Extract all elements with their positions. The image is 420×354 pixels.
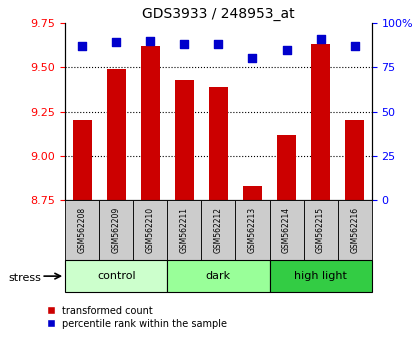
Text: stress: stress: [8, 273, 41, 283]
Bar: [277, 135, 296, 200]
Bar: [133, 200, 167, 260]
Text: GSM562211: GSM562211: [180, 207, 189, 253]
Bar: [345, 120, 364, 200]
Bar: [270, 260, 372, 292]
Point: [283, 47, 290, 52]
Bar: [65, 260, 167, 292]
Bar: [73, 120, 92, 200]
Bar: [167, 200, 201, 260]
Text: high light: high light: [294, 271, 347, 281]
Text: GSM562216: GSM562216: [350, 207, 359, 253]
Text: GSM562208: GSM562208: [78, 207, 87, 253]
Bar: [107, 69, 126, 200]
Bar: [236, 200, 270, 260]
Text: control: control: [97, 271, 136, 281]
Point: [147, 38, 154, 44]
Text: GSM562213: GSM562213: [248, 207, 257, 253]
Point: [249, 56, 256, 61]
Bar: [270, 200, 304, 260]
Point: [351, 43, 358, 49]
Bar: [99, 200, 133, 260]
Point: [79, 43, 86, 49]
Point: [181, 41, 188, 47]
Bar: [167, 260, 270, 292]
Bar: [209, 87, 228, 200]
Bar: [175, 80, 194, 200]
Bar: [65, 200, 99, 260]
Text: GSM562209: GSM562209: [112, 207, 121, 253]
Bar: [304, 200, 338, 260]
Text: GSM562214: GSM562214: [282, 207, 291, 253]
Point: [215, 41, 222, 47]
Point: [113, 40, 120, 45]
Title: GDS3933 / 248953_at: GDS3933 / 248953_at: [142, 7, 295, 21]
Text: GSM562212: GSM562212: [214, 207, 223, 253]
Bar: [311, 44, 330, 200]
Text: GSM562215: GSM562215: [316, 207, 325, 253]
Point: [317, 36, 324, 42]
Bar: [201, 200, 236, 260]
Text: GSM562210: GSM562210: [146, 207, 155, 253]
Bar: [338, 200, 372, 260]
Bar: [243, 186, 262, 200]
Text: dark: dark: [206, 271, 231, 281]
Legend: transformed count, percentile rank within the sample: transformed count, percentile rank withi…: [47, 306, 227, 329]
Bar: [141, 46, 160, 200]
